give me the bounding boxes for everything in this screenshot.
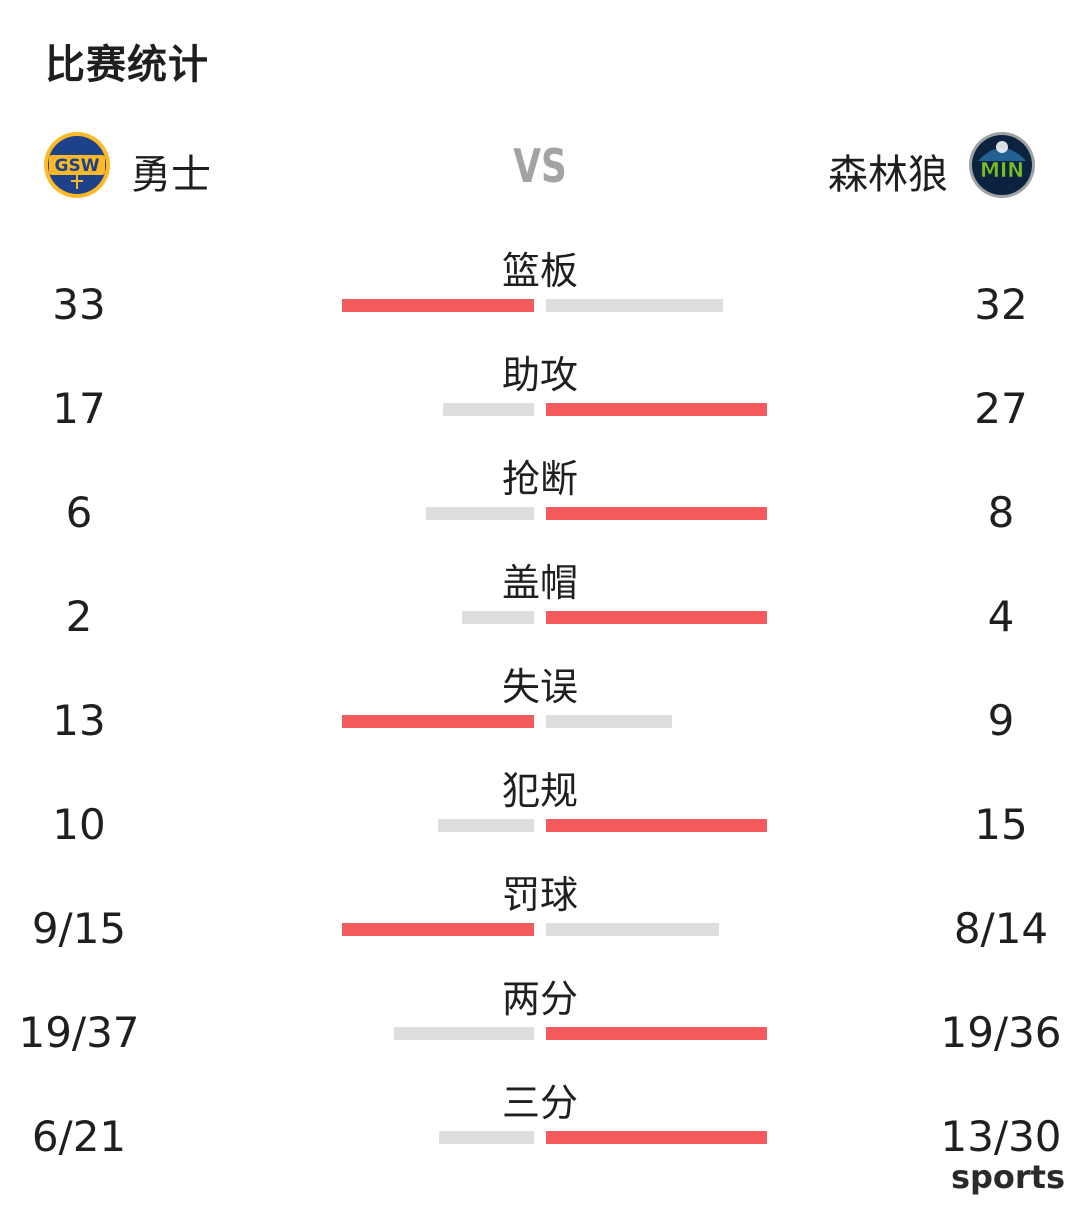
stat-label: 盖帽: [501, 561, 579, 605]
stat-label: 抢断: [501, 457, 579, 501]
home-stat-bar: [342, 715, 534, 728]
stat-row: 篮板 33 32: [0, 240, 1080, 344]
home-stat-bar: [462, 611, 534, 624]
home-stat-bar: [439, 1131, 534, 1144]
page-title: 比赛统计: [45, 42, 209, 88]
home-stat-value: 17: [52, 384, 106, 433]
team-header: GSW 勇士 VS 森林狼 MIN: [0, 125, 1080, 205]
home-stat-value: 10: [52, 800, 106, 849]
home-stat-value: 33: [52, 280, 106, 329]
home-stat-bar: [342, 299, 534, 312]
away-stat-bar: [546, 1027, 767, 1040]
stat-label: 犯规: [501, 769, 579, 813]
stat-row: 罚球 9/15 8/14: [0, 864, 1080, 968]
stat-label: 篮板: [501, 249, 579, 293]
away-stat-bar: [546, 299, 723, 312]
away-stat-value: 13/30: [940, 1112, 1062, 1161]
home-stat-value: 9/15: [31, 904, 127, 953]
away-stat-bar: [546, 923, 719, 936]
home-stat-bar: [394, 1027, 534, 1040]
away-stat-value: 4: [987, 592, 1015, 641]
home-team-name: 勇士: [131, 152, 211, 198]
away-stat-bar: [546, 403, 767, 416]
watermark: sports: [950, 1158, 1065, 1196]
home-stat-value: 2: [65, 592, 93, 641]
away-stat-value: 15: [974, 800, 1028, 849]
away-stat-bar: [546, 715, 672, 728]
away-team-name: 森林狼: [828, 152, 948, 198]
home-stat-bar: [438, 819, 534, 832]
away-stat-value: 8: [987, 488, 1015, 537]
stat-row: 助攻 17 27: [0, 344, 1080, 448]
stat-label: 助攻: [501, 353, 579, 397]
vs-label: VS: [513, 139, 567, 193]
min-logo-icon: MIN: [969, 132, 1035, 198]
stat-label: 三分: [501, 1081, 579, 1125]
home-stat-value: 6/21: [31, 1112, 127, 1161]
away-stat-bar: [546, 1131, 767, 1144]
stat-row: 犯规 10 15: [0, 760, 1080, 864]
stat-label: 罚球: [501, 873, 579, 917]
gsw-logo-icon: GSW: [44, 132, 110, 198]
home-stat-value: 6: [65, 488, 93, 537]
away-stat-bar: [546, 507, 767, 520]
away-stat-bar: [546, 611, 767, 624]
away-stat-value: 8/14: [953, 904, 1049, 953]
stat-row: 三分 6/21 13/30: [0, 1072, 1080, 1176]
home-stat-bar: [426, 507, 534, 520]
home-stat-bar: [443, 403, 534, 416]
stat-row: 失误 13 9: [0, 656, 1080, 760]
away-stat-value: 9: [987, 696, 1015, 745]
home-stat-value: 13: [52, 696, 106, 745]
stat-row: 两分 19/37 19/36: [0, 968, 1080, 1072]
svg-text:MIN: MIN: [980, 158, 1024, 182]
stat-label: 两分: [501, 977, 579, 1021]
stat-row: 抢断 6 8: [0, 448, 1080, 552]
home-stat-value: 19/37: [18, 1008, 140, 1057]
away-stat-value: 32: [974, 280, 1028, 329]
home-stat-bar: [342, 923, 534, 936]
stat-label: 失误: [501, 665, 579, 709]
svg-text:GSW: GSW: [55, 156, 100, 176]
away-stat-value: 19/36: [940, 1008, 1062, 1057]
away-stat-bar: [546, 819, 767, 832]
away-stat-value: 27: [974, 384, 1028, 433]
stat-row: 盖帽 2 4: [0, 552, 1080, 656]
